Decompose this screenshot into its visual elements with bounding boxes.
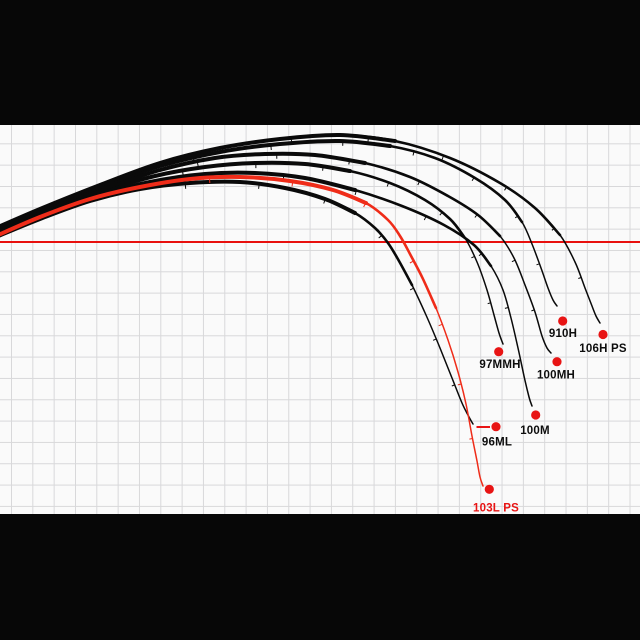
rod-curve-910h bbox=[0, 140, 558, 307]
rod-guide-tick-106h-ps bbox=[551, 227, 555, 231]
tip-dot-96ml bbox=[491, 422, 501, 432]
rod-curve-mid-100m bbox=[0, 171, 493, 268]
rod-guide-tick-910h bbox=[192, 157, 195, 164]
rod-guide-tick-106h-ps bbox=[290, 137, 293, 143]
rod-guide-tick-910h bbox=[536, 263, 540, 266]
tip-dot-100m bbox=[531, 410, 541, 420]
rod-label-97mmh: 97MMH bbox=[479, 359, 520, 371]
rod-guide-tick-103l-ps bbox=[469, 438, 473, 440]
rod-curve-butt-97mmh bbox=[0, 160, 352, 233]
tip-dot-100mh bbox=[552, 357, 562, 367]
rod-guide-tick-100m bbox=[423, 215, 427, 221]
rod-label-910h: 910H bbox=[549, 328, 577, 340]
rod-guide-tick-103l-ps bbox=[457, 383, 462, 386]
rod-guide-tick-100m bbox=[517, 359, 521, 362]
tip-dot-97mmh bbox=[494, 347, 504, 357]
tip-dot-106h-ps bbox=[598, 329, 608, 340]
rod-guide-tick-96ml bbox=[432, 338, 437, 341]
rod-guide-tick-910h bbox=[471, 177, 475, 182]
rod-guide-tick-96ml bbox=[184, 183, 187, 189]
rod-guide-tick-100mh bbox=[531, 309, 535, 312]
rod-guide-tick-100mh bbox=[196, 161, 199, 167]
top-letterbox-bar bbox=[0, 0, 640, 125]
rod-guide-tick-100m bbox=[504, 307, 509, 309]
rod-guide-tick-103l-ps bbox=[363, 202, 367, 208]
rod-guide-tick-910h bbox=[514, 215, 519, 219]
rod-guide-tick-96ml bbox=[258, 183, 260, 189]
rod-guide-tick-100mh bbox=[474, 214, 478, 218]
tip-dot-910h bbox=[558, 316, 568, 326]
rod-guide-tick-100mh bbox=[417, 180, 421, 186]
rod-guide-tick-106h-ps bbox=[504, 186, 508, 191]
rod-curve-100mh bbox=[0, 152, 552, 354]
rod-guide-tick-910h bbox=[412, 151, 415, 156]
rod-guide-tick-96ml bbox=[378, 234, 383, 239]
rod-label-103l-ps: 103L PS bbox=[473, 503, 519, 515]
rod-guide-tick-910h bbox=[270, 144, 272, 151]
rod-guide-tick-96ml bbox=[409, 287, 414, 291]
rod-label-100m: 100M bbox=[520, 425, 550, 437]
rod-guide-tick-97mmh bbox=[439, 211, 443, 216]
rod-guide-tick-97mmh bbox=[322, 166, 324, 171]
rod-curve-butt-103l-ps bbox=[0, 174, 368, 237]
rod-curve-96ml bbox=[0, 180, 474, 425]
rod-label-96ml: 96ML bbox=[482, 437, 512, 449]
rod-curve-butt-106h-ps bbox=[0, 132, 397, 229]
rod-guide-tick-96ml bbox=[451, 384, 455, 387]
rod-guide-tick-96ml bbox=[323, 198, 326, 204]
rod-guide-tick-100mh bbox=[348, 159, 351, 165]
rod-guide-tick-106h-ps bbox=[441, 155, 445, 160]
rod-guide-tick-100m bbox=[354, 190, 357, 196]
rod-guide-tick-100m bbox=[478, 252, 483, 257]
rod-label-100mh: 100MH bbox=[537, 370, 575, 382]
rod-label-106h-ps: 106H PS bbox=[579, 343, 627, 355]
tip-dot-103l-ps bbox=[484, 484, 494, 494]
rod-curve-103l-ps bbox=[0, 176, 484, 487]
rod-guide-tick-103l-ps bbox=[409, 260, 414, 264]
rod-guide-tick-103l-ps bbox=[438, 323, 443, 327]
rod-guide-tick-97mmh bbox=[471, 255, 475, 259]
rod-curve-mid-106h-ps bbox=[0, 133, 562, 237]
rod-guide-tick-106h-ps bbox=[367, 136, 369, 142]
rod-guide-tick-97mmh bbox=[487, 302, 491, 305]
rod-curve-100m bbox=[0, 171, 533, 407]
bottom-letterbox-bar bbox=[0, 514, 640, 640]
rod-guide-tick-103l-ps bbox=[291, 181, 294, 187]
rod-guide-tick-106h-ps bbox=[207, 150, 210, 157]
rod-guide-tick-97mmh bbox=[181, 170, 184, 176]
rod-guide-tick-106h-ps bbox=[578, 277, 582, 279]
rod-guide-tick-97mmh bbox=[386, 182, 390, 187]
rod-guide-tick-100mh bbox=[511, 259, 516, 263]
